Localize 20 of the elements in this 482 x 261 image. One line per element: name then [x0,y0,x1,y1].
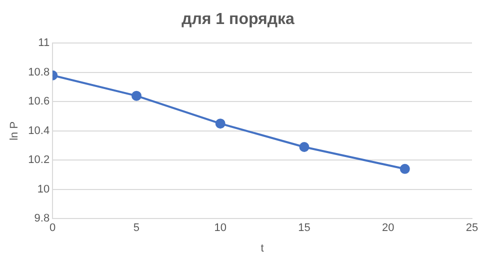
y-tick-label: 10 [37,183,50,196]
x-tick-label: 5 [133,222,140,234]
x-tick-label: 25 [466,222,478,234]
x-axis-title: t [260,242,264,254]
point [131,90,142,101]
x-tick-label: 15 [298,222,310,234]
y-tick-label: 10.8 [28,66,50,78]
y-tick-label: 10.4 [28,124,50,137]
point [400,164,410,174]
x-tick-label: 10 [214,222,226,234]
point [215,118,226,129]
x-tick-label: 20 [382,222,394,234]
y-axis-title: ln P [8,121,21,140]
y-tick-label: 10.6 [28,96,50,108]
x-tick-label: 0 [50,222,56,234]
chart-title: для 1 порядка [182,11,295,28]
y-tick-label: 10.2 [28,154,50,166]
y-tick-label: 11 [38,37,50,50]
y-tick-label: 9.8 [34,212,50,225]
point [299,142,310,152]
